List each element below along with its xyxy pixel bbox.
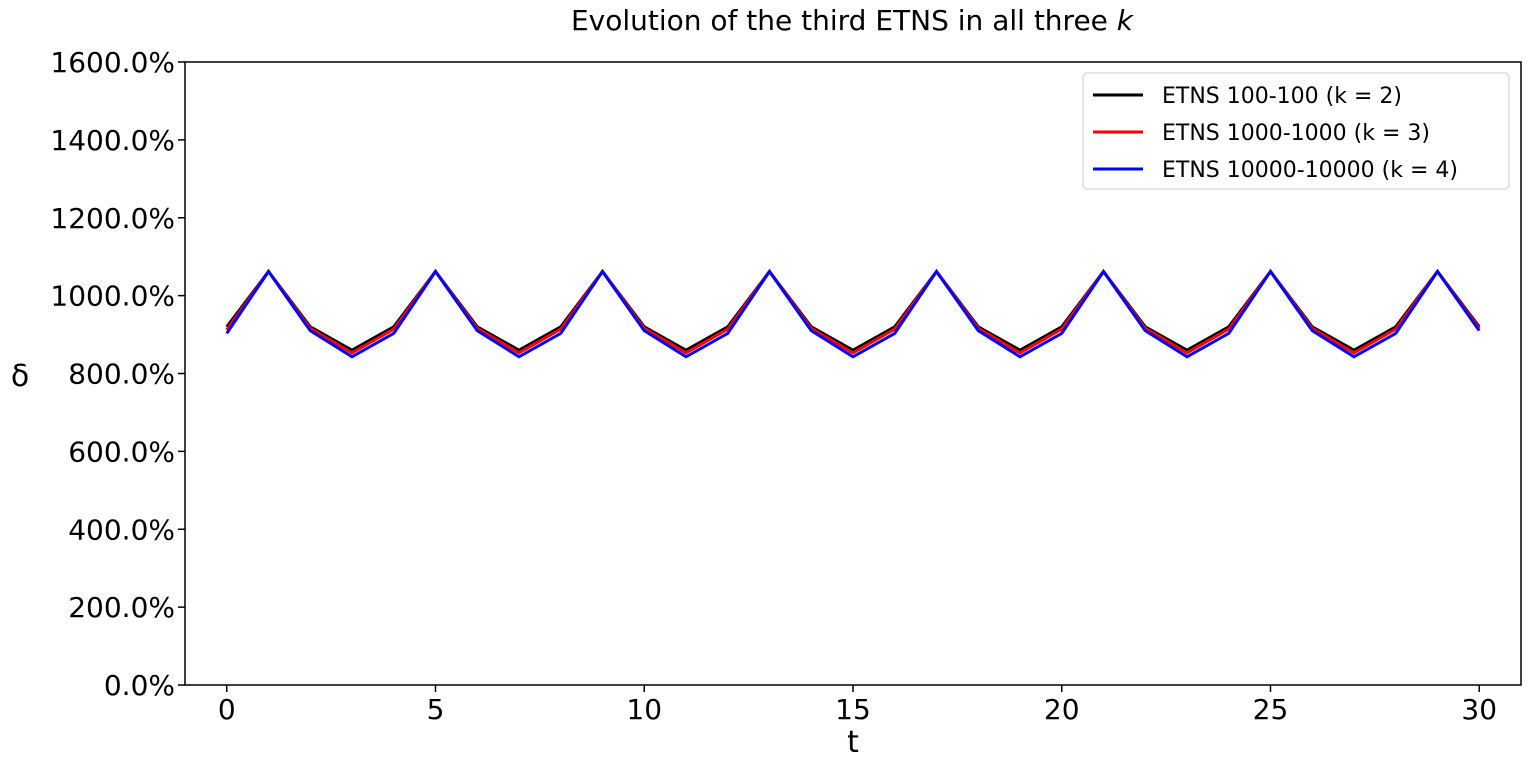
x-axis: 0 5 10 15 20 25 30	[218, 685, 1497, 726]
x-tick-label: 20	[1044, 693, 1080, 726]
x-tick-label: 15	[835, 693, 871, 726]
y-tick-label: 600.0%	[68, 435, 175, 468]
y-axis-label: δ	[11, 359, 29, 394]
series-line-1	[225, 268, 1481, 352]
y-tick-label: 0.0%	[104, 669, 175, 702]
x-tick-label: 30	[1461, 693, 1497, 726]
legend-frame	[1082, 72, 1510, 190]
series-layer	[225, 268, 1481, 359]
x-tick-label: 25	[1253, 693, 1289, 726]
y-tick-label: 1400.0%	[50, 124, 175, 157]
y-tick-label: 400.0%	[68, 513, 175, 546]
series-line-3	[225, 268, 1481, 359]
y-tick-label: 200.0%	[68, 591, 175, 624]
x-axis-label: t	[847, 725, 859, 760]
y-tick-label: 800.0%	[68, 358, 175, 391]
series-line-2	[225, 268, 1481, 355]
chart-title: Evolution of the third ETNS in all three…	[571, 4, 1135, 37]
legend-label-2: ETNS 1000-1000 (k = 3)	[1162, 121, 1430, 146]
x-tick-label: 0	[218, 693, 236, 726]
legend: ETNS 100-100 (k = 2) ETNS 1000-1000 (k = …	[1082, 72, 1510, 190]
y-tick-label: 1000.0%	[50, 280, 175, 313]
x-tick-label: 10	[626, 693, 662, 726]
legend-label-3: ETNS 10000-10000 (k = 4)	[1162, 158, 1458, 183]
y-tick-label: 1600.0%	[50, 46, 175, 79]
y-tick-label: 1200.0%	[50, 202, 175, 235]
legend-label-1: ETNS 100-100 (k = 2)	[1162, 84, 1402, 109]
y-axis: 0.0% 200.0% 400.0% 600.0% 800.0% 1000.0% 1200.…	[50, 46, 185, 702]
x-tick-label: 5	[427, 693, 445, 726]
